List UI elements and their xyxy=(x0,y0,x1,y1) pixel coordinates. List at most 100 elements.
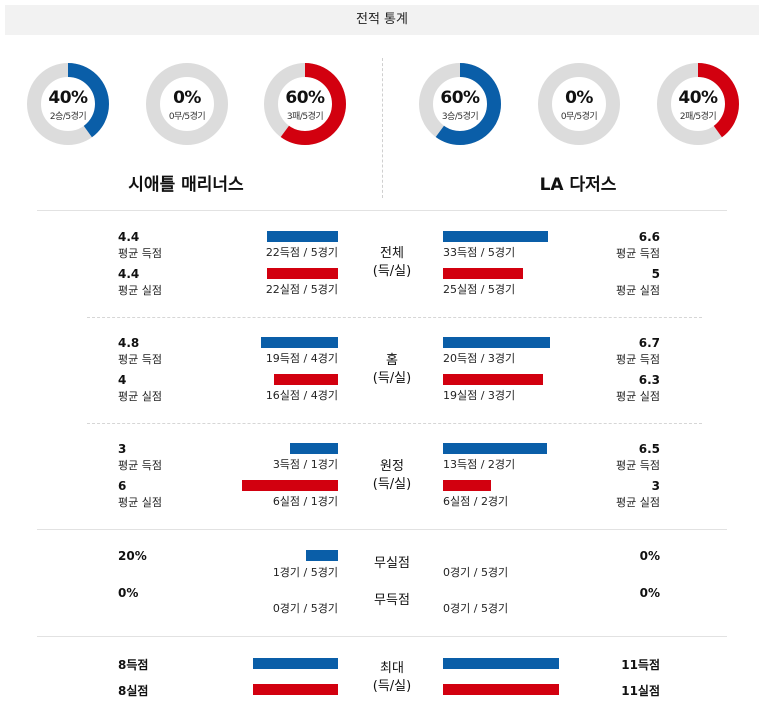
right-home-avg-scored: 6.7 xyxy=(638,336,660,350)
left-total-avg-allowed-label: 평균 실점 xyxy=(118,284,162,297)
right-scoreless-rate: 0% xyxy=(639,586,660,600)
right-loss-count: 2패/5경기 xyxy=(679,112,717,122)
right-away-avg-allowed-label: 평균 실점 xyxy=(616,496,660,509)
left-team-name: 시애틀 매리너스 xyxy=(128,175,244,195)
right-total-allowed-count: 25실점 / 5경기 xyxy=(443,283,516,296)
left-loss-pct: 60% xyxy=(285,88,325,108)
left-away-avg-allowed: 6 xyxy=(118,479,127,493)
divider xyxy=(37,529,727,530)
left-home-scored-bar xyxy=(261,337,338,348)
right-max-allowed-bar xyxy=(443,684,559,695)
right-total-allowed-bar xyxy=(443,268,523,279)
away-category: 원정 (득/실) xyxy=(352,458,432,494)
left-draw-pct: 0% xyxy=(173,88,201,108)
left-away-avg-scored-label: 평균 득점 xyxy=(118,459,162,472)
left-home-avg-scored: 4.8 xyxy=(118,336,140,350)
right-total-scored-bar xyxy=(443,231,548,242)
right-max-scored: 11득점 xyxy=(621,658,660,672)
right-draw-ring: 0% 0무/5경기 xyxy=(537,62,621,146)
left-win-pct: 40% xyxy=(48,88,88,108)
right-home-allowed-count: 19실점 / 3경기 xyxy=(443,389,516,402)
total-subtitle: (득/실) xyxy=(372,264,412,279)
away-subtitle: (득/실) xyxy=(372,477,412,492)
home-title: 홈 xyxy=(386,353,398,368)
right-away-scored-bar xyxy=(443,443,547,454)
right-max-scored-bar xyxy=(443,658,559,669)
right-team-name: LA 다저스 xyxy=(539,175,617,195)
left-away-scored-count: 3득점 / 1경기 xyxy=(272,458,338,471)
home-subtitle: (득/실) xyxy=(372,371,412,386)
right-home-avg-allowed-label: 평균 실점 xyxy=(616,390,660,403)
right-draw-count: 0무/5경기 xyxy=(560,112,598,122)
right-scoreless-count: 0경기 / 5경기 xyxy=(443,602,509,615)
right-loss-arc xyxy=(657,63,739,145)
right-away-avg-scored: 6.5 xyxy=(638,442,660,456)
left-max-allowed-bar xyxy=(253,684,338,695)
max-title: 최대 xyxy=(380,661,404,676)
right-loss-ring: 40% 2패/5경기 xyxy=(656,62,740,146)
team-divider xyxy=(382,58,383,198)
right-win-ring: 60% 3승/5경기 xyxy=(418,62,502,146)
divider xyxy=(37,636,727,637)
left-total-scored-bar xyxy=(267,231,338,242)
left-draw-count: 0무/5경기 xyxy=(168,112,206,122)
left-home-avg-allowed-label: 평균 실점 xyxy=(118,390,162,403)
right-away-allowed-count: 6실점 / 2경기 xyxy=(443,495,509,508)
right-win-arc xyxy=(419,63,501,145)
left-away-allowed-bar xyxy=(242,480,338,491)
right-total-avg-allowed: 5 xyxy=(651,267,660,281)
left-win-arc xyxy=(27,63,109,145)
right-draw-pct: 0% xyxy=(565,88,593,108)
right-home-scored-count: 20득점 / 3경기 xyxy=(443,352,516,365)
left-away-scored-bar xyxy=(290,443,338,454)
left-loss-count: 3패/5경기 xyxy=(286,112,324,122)
max-category: 최대 (득/실) xyxy=(352,660,432,696)
left-total-avg-scored-label: 평균 득점 xyxy=(118,247,162,260)
right-loss-pct: 40% xyxy=(678,88,718,108)
left-shutout-bar xyxy=(306,550,338,561)
right-total-scored-count: 33득점 / 5경기 xyxy=(443,246,516,259)
right-win-count: 3승/5경기 xyxy=(441,112,479,122)
left-max-scored-bar xyxy=(253,658,338,669)
section-title: 전적 통계 xyxy=(5,5,759,35)
right-total-avg-allowed-label: 평균 실점 xyxy=(616,284,660,297)
left-home-avg-allowed: 4 xyxy=(118,373,127,387)
right-away-scored-count: 13득점 / 2경기 xyxy=(443,458,516,471)
left-away-allowed-count: 6실점 / 1경기 xyxy=(272,495,338,508)
shutout-title: 무실점 xyxy=(374,556,410,571)
left-home-avg-scored-label: 평균 득점 xyxy=(118,353,162,366)
left-home-allowed-count: 16실점 / 4경기 xyxy=(265,389,338,402)
left-win-ring: 40% 2승/5경기 xyxy=(26,62,110,146)
right-max-allowed: 11실점 xyxy=(621,684,660,698)
right-win-pct: 60% xyxy=(440,88,480,108)
right-total-avg-scored: 6.6 xyxy=(638,230,660,244)
left-loss-arc xyxy=(264,63,346,145)
divider xyxy=(37,210,727,211)
total-category: 전체 (득/실) xyxy=(352,245,432,281)
left-away-avg-scored: 3 xyxy=(118,442,127,456)
right-shutout-rate: 0% xyxy=(639,549,660,563)
left-home-scored-count: 19득점 / 4경기 xyxy=(265,352,338,365)
left-total-avg-allowed: 4.4 xyxy=(118,267,140,281)
left-draw-ring: 0% 0무/5경기 xyxy=(145,62,229,146)
right-home-allowed-bar xyxy=(443,374,543,385)
right-total-avg-scored-label: 평균 득점 xyxy=(616,247,660,260)
max-subtitle: (득/실) xyxy=(372,679,412,694)
right-away-avg-scored-label: 평균 득점 xyxy=(616,459,660,472)
right-home-avg-allowed: 6.3 xyxy=(638,373,660,387)
right-shutout-count: 0경기 / 5경기 xyxy=(443,566,509,579)
left-loss-ring: 60% 3패/5경기 xyxy=(263,62,347,146)
left-win-count: 2승/5경기 xyxy=(49,112,87,122)
right-home-scored-bar xyxy=(443,337,550,348)
left-away-avg-allowed-label: 평균 실점 xyxy=(118,496,162,509)
right-away-avg-allowed: 3 xyxy=(651,479,660,493)
right-away-allowed-bar xyxy=(443,480,491,491)
left-total-scored-count: 22득점 / 5경기 xyxy=(265,246,338,259)
divider xyxy=(87,423,702,424)
scoreless-title: 무득점 xyxy=(374,593,410,608)
left-shutout-count: 1경기 / 5경기 xyxy=(272,566,338,579)
home-category: 홈 (득/실) xyxy=(352,352,432,388)
away-title: 원정 xyxy=(380,459,404,474)
left-scoreless-count: 0경기 / 5경기 xyxy=(272,602,338,615)
left-shutout-rate: 20% xyxy=(118,549,147,563)
